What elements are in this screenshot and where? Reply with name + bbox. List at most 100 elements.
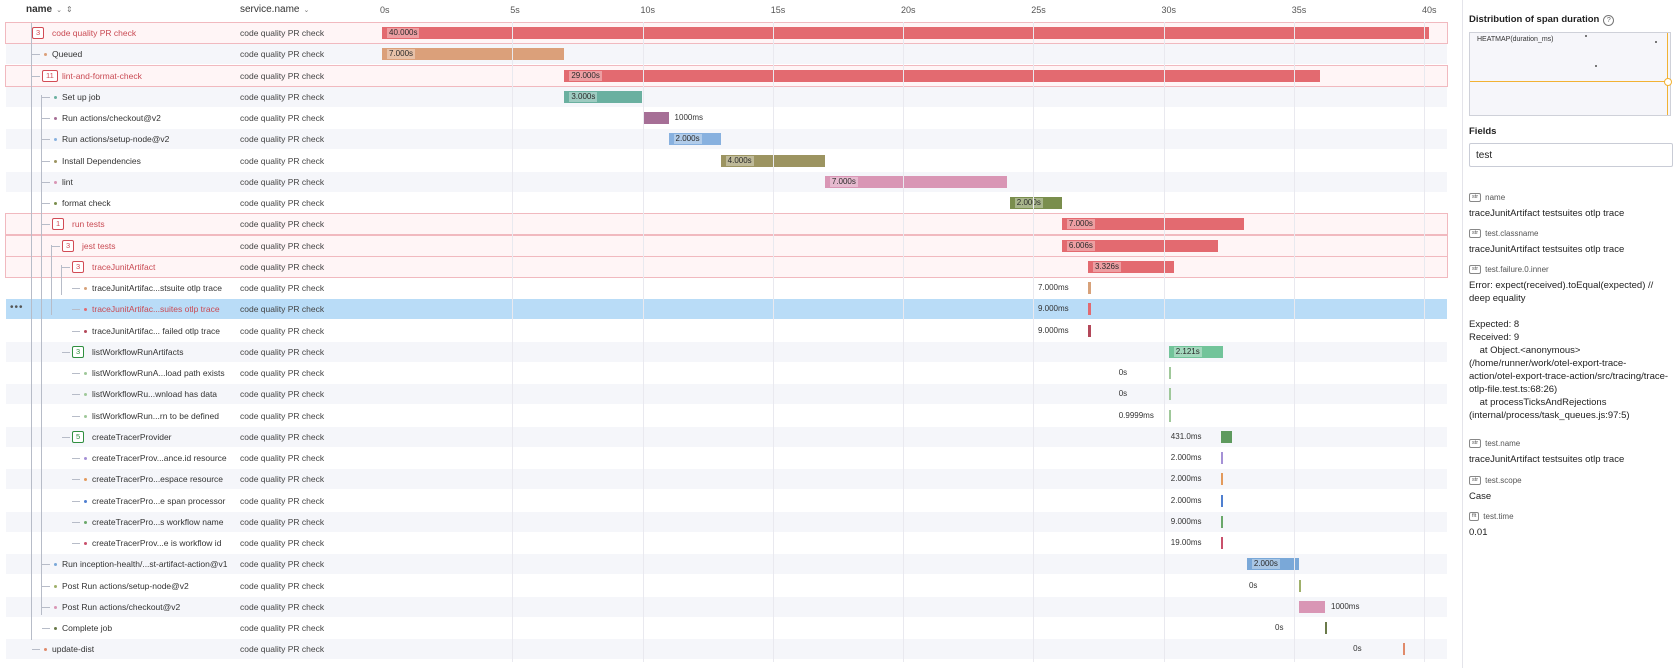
field-item[interactable]: str test.name traceJunitArtifact testsuite…	[1469, 439, 1669, 466]
duration-heatmap[interactable]: HEATMAP(duration_ms)	[1469, 32, 1672, 116]
time-tick-label: 15s	[770, 5, 786, 15]
span-duration-bar[interactable]	[1220, 537, 1223, 549]
span-duration-bar[interactable]: 29.000s	[564, 69, 1320, 82]
span-duration-bar[interactable]: 7.000s	[1061, 218, 1245, 231]
span-duration-bar[interactable]: 7.000s	[382, 48, 565, 61]
span-row[interactable]: Post Run actions/checkout@v2 code quality…	[6, 596, 1447, 617]
span-duration-bar[interactable]: 3.326s	[1087, 260, 1174, 273]
span-row[interactable]: traceJunitArtifac... failed otlp trace co…	[6, 321, 1447, 341]
waterfall-header: name ⌄ ⇕ service.name ⌄ 0s 5s 10s 15s 20s 25s…	[0, 0, 1455, 22]
span-row[interactable]: Post Run actions/setup-node@v2 code quali…	[6, 576, 1447, 596]
span-name: createTracerPro...espace resource	[92, 474, 224, 485]
span-row[interactable]: 1 run tests code quality PR check 7.000s	[5, 213, 1448, 236]
field-item[interactable]: str test.failure.0.inner Error: expect(rec…	[1469, 265, 1669, 422]
span-row[interactable]: Run actions/checkout@v2 code quality PR c…	[6, 108, 1447, 128]
span-row[interactable]: 5 createTracerProvider code quality PR che…	[6, 426, 1447, 447]
fields-search-input[interactable]	[1469, 143, 1673, 167]
span-row[interactable]: listWorkflowRun...rn to be defined code q…	[6, 406, 1447, 426]
field-item[interactable]: str name traceJunitArtifact testsuites otl…	[1469, 193, 1669, 220]
field-type-badge: str	[1469, 193, 1482, 202]
span-name: traceJunitArtifac... failed otlp trace	[92, 325, 221, 336]
span-row[interactable]: createTracerPro...e span processor code q…	[6, 491, 1447, 511]
span-row[interactable]: Queued code quality PR check 7.000s	[6, 44, 1447, 65]
span-row[interactable]: Complete job code quality PR check 0s	[6, 618, 1447, 638]
child-count-badge[interactable]: 3	[32, 27, 45, 39]
span-duration-bar[interactable]	[1403, 643, 1406, 656]
span-duration-bar[interactable]	[1298, 579, 1301, 592]
span-row[interactable]: Run actions/setup-node@v2 code quality PR…	[6, 129, 1447, 150]
span-row[interactable]: 3 jest tests code quality PR check 6.006s	[5, 234, 1448, 257]
span-row[interactable]: createTracerPro...s workflow name code qu…	[6, 511, 1447, 532]
span-row[interactable]: lint code quality PR check 7.000s	[6, 171, 1447, 192]
span-duration-label: 2.000ms	[1170, 495, 1202, 505]
name-column-label: name	[26, 4, 53, 15]
span-row[interactable]: update-dist code quality PR check 0s	[6, 639, 1447, 660]
field-item[interactable]: str test.classname traceJunitArtifact test…	[1469, 229, 1669, 256]
span-duration-bar[interactable]: 7.000s	[824, 175, 1008, 188]
service-column-header[interactable]: service.name ⌄	[240, 4, 309, 15]
span-duration-bar[interactable]	[1168, 388, 1171, 401]
span-duration-bar[interactable]: 40.000s	[382, 27, 1430, 39]
span-duration-bar[interactable]: 4.000s	[720, 154, 825, 167]
span-duration-bar[interactable]	[1298, 600, 1325, 613]
help-icon[interactable]: ?	[1603, 15, 1615, 26]
heatmap-selection-edge[interactable]	[1667, 33, 1668, 115]
child-count-badge[interactable]: 1	[52, 218, 65, 231]
span-row[interactable]: createTracerProv...ance.id resource code …	[6, 448, 1447, 468]
span-row[interactable]: Install Dependencies code quality PR chec…	[6, 151, 1447, 171]
span-duration-bar[interactable]: 2.000s	[1009, 197, 1062, 209]
span-duration-bar[interactable]: 3.000s	[564, 90, 643, 103]
span-name: Complete job	[62, 623, 113, 633]
span-row[interactable]: traceJunitArtifac...stsuite otlp trace co…	[6, 278, 1447, 298]
time-tick-label: 10s	[640, 5, 656, 15]
span-row[interactable]: Set up job code quality PR check 3.000s	[6, 86, 1447, 107]
span-duration-bar[interactable]	[1220, 452, 1223, 464]
span-row[interactable]: listWorkflowRu...wnload has data code qua…	[6, 384, 1447, 405]
span-row[interactable]: 3 listWorkflowRunArtifacts code quality PR…	[6, 341, 1447, 362]
span-duration-bar[interactable]	[1087, 303, 1091, 316]
span-name: createTracerProvider	[92, 431, 172, 442]
span-dot-icon	[84, 414, 87, 418]
span-duration-bar[interactable]	[1168, 367, 1171, 379]
field-item[interactable]: flt test.time 0.01	[1469, 512, 1669, 539]
span-duration-bar[interactable]: 6.006s	[1061, 239, 1219, 252]
child-count-badge[interactable]: 3	[62, 239, 75, 252]
span-duration-bar[interactable]: 2.121s	[1168, 345, 1224, 358]
more-options-icon[interactable]: •••	[10, 302, 24, 314]
span-duration-bar[interactable]	[1220, 473, 1223, 486]
service-name: code quality PR check	[240, 325, 325, 336]
name-column-header[interactable]: name ⌄ ⇕	[26, 4, 73, 15]
span-duration-bar[interactable]: 2.000s	[668, 133, 721, 146]
span-row[interactable]: 3 traceJunitArtifact code quality PR check…	[5, 255, 1448, 278]
field-key: str name	[1469, 193, 1669, 202]
span-row[interactable]: 3 code quality PR check code quality PR ch…	[5, 22, 1448, 44]
span-row[interactable]: 11 lint-and-format-check code quality PR c…	[5, 64, 1448, 87]
span-row[interactable]: ••• traceJunitArtifac...suites otlp trace…	[6, 299, 1447, 320]
span-duration-bar[interactable]	[1168, 409, 1171, 422]
span-dot-icon	[84, 457, 87, 460]
span-row[interactable]: createTracerProv...e is workflow id code …	[6, 533, 1447, 553]
span-duration-bar[interactable]	[1220, 430, 1232, 443]
span-row[interactable]: listWorkflowRunA...load path exists code …	[6, 363, 1447, 383]
tree-connector	[72, 500, 80, 502]
span-duration-bar[interactable]: 2.000s	[1246, 558, 1299, 571]
child-count-badge[interactable]: 5	[72, 430, 85, 443]
span-duration-bar[interactable]	[1220, 515, 1223, 528]
child-count-badge[interactable]: 3	[72, 260, 85, 273]
field-item[interactable]: str test.scope Case	[1469, 476, 1669, 503]
child-count-badge[interactable]: 11	[42, 69, 58, 82]
span-duration-bar[interactable]	[1087, 282, 1091, 294]
span-row[interactable]: Run inception-health/...st-artifact-acti…	[6, 554, 1447, 575]
span-duration-label: 19.00ms	[1170, 538, 1202, 547]
span-dot-icon	[54, 117, 57, 120]
tree-connector	[32, 54, 40, 56]
span-dot-icon	[84, 393, 87, 397]
span-duration-bar[interactable]	[1325, 622, 1327, 634]
heatmap-selection-handle[interactable]	[1664, 78, 1672, 86]
child-count-badge[interactable]: 3	[72, 345, 85, 358]
span-duration-bar[interactable]	[642, 112, 669, 124]
span-row[interactable]: format check code quality PR check 2.000s	[6, 193, 1447, 213]
span-row[interactable]: createTracerPro...espace resource code qu…	[6, 469, 1447, 490]
span-duration-bar[interactable]	[1220, 494, 1223, 507]
span-duration-bar[interactable]	[1087, 324, 1091, 337]
